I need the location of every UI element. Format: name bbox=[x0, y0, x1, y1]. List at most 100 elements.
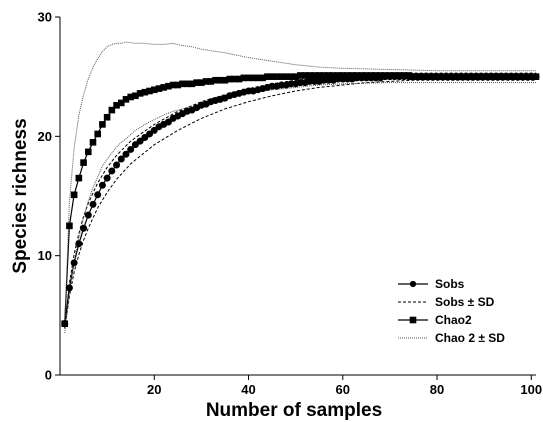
y-tick-label: 30 bbox=[38, 10, 52, 25]
y-axis-title: Species richness bbox=[10, 118, 31, 273]
chao2-point bbox=[103, 113, 111, 121]
chao2-point bbox=[136, 90, 144, 97]
chao2-point bbox=[150, 86, 158, 94]
chao2-point bbox=[245, 74, 252, 82]
legend-label: Sobs ± SD bbox=[435, 295, 495, 309]
sobs-point bbox=[80, 224, 88, 232]
legend-label: Sobs bbox=[435, 277, 465, 291]
chao2-point bbox=[273, 73, 281, 80]
chao2-point bbox=[212, 76, 219, 84]
sobs-point bbox=[113, 161, 121, 169]
chao2-point bbox=[363, 72, 370, 79]
x-tick-label: 20 bbox=[147, 382, 161, 397]
chao2-point bbox=[240, 74, 248, 82]
chao2-point bbox=[457, 73, 464, 80]
chao2-point bbox=[391, 72, 398, 79]
sobs-point bbox=[89, 200, 97, 208]
sobs-point bbox=[70, 259, 78, 267]
sobs-point bbox=[150, 126, 158, 134]
sobs-point bbox=[141, 134, 149, 142]
chao2-point bbox=[334, 72, 342, 79]
chao2-point bbox=[344, 72, 351, 79]
chao2-point bbox=[207, 78, 215, 85]
sobs-point bbox=[117, 155, 125, 163]
chao2-point bbox=[410, 73, 417, 80]
chao2-point bbox=[264, 73, 271, 80]
chao2-point bbox=[485, 73, 493, 80]
chao2-point bbox=[193, 79, 200, 86]
chao2-point bbox=[494, 73, 502, 80]
chao2-point bbox=[202, 78, 210, 85]
chao2-point bbox=[513, 73, 521, 80]
chao2-point bbox=[235, 75, 243, 83]
series-line-1 bbox=[64, 72, 536, 328]
chao2-point bbox=[490, 73, 497, 80]
chao2-point bbox=[122, 96, 130, 103]
sobs-point bbox=[98, 181, 106, 189]
sobs-point bbox=[94, 191, 102, 199]
series-line-2 bbox=[64, 74, 536, 324]
x-axis-title: Number of samples bbox=[206, 400, 382, 421]
chao2-point bbox=[75, 174, 83, 182]
chao2-point bbox=[330, 72, 337, 79]
x-tick-label: 100 bbox=[520, 382, 542, 397]
chao2-point bbox=[320, 72, 328, 79]
chao2-point bbox=[315, 72, 323, 79]
chao2-point bbox=[61, 320, 69, 327]
chao2-point bbox=[174, 81, 182, 89]
chao2-point bbox=[146, 87, 153, 95]
series-line-3 bbox=[64, 41, 536, 327]
chao2-point bbox=[400, 72, 408, 79]
sobs-point bbox=[146, 130, 154, 138]
chao2-point bbox=[155, 85, 163, 92]
chao2-point bbox=[301, 72, 309, 79]
chao2-point bbox=[339, 72, 347, 79]
chao2-point bbox=[259, 74, 266, 82]
chao2-point bbox=[108, 106, 116, 114]
y-tick-label: 0 bbox=[45, 368, 52, 383]
chao2-point bbox=[372, 72, 380, 79]
legend-marker bbox=[409, 316, 417, 324]
chao2-point bbox=[527, 73, 535, 80]
chao2-point bbox=[381, 72, 389, 79]
y-tick-label: 10 bbox=[38, 248, 52, 263]
chao2-point bbox=[509, 73, 516, 80]
legend: Sobs Sobs ± SD Chao2 Chao 2 ± SD bbox=[398, 277, 505, 345]
chao2-point bbox=[325, 72, 332, 79]
chao2-point bbox=[396, 72, 403, 79]
chao2-point bbox=[183, 80, 191, 88]
y-tick-label: 20 bbox=[38, 129, 52, 144]
sobs-point bbox=[122, 150, 130, 158]
x-tick-label: 60 bbox=[336, 382, 350, 397]
chao2-point bbox=[231, 75, 238, 83]
sobs-point bbox=[108, 167, 116, 175]
chao2-point bbox=[462, 73, 469, 80]
sobs-point bbox=[164, 118, 172, 126]
chao2-point bbox=[94, 130, 102, 138]
chao2-point bbox=[353, 72, 361, 79]
chao2-point bbox=[504, 73, 512, 80]
chao2-point bbox=[70, 191, 78, 199]
sobs-point bbox=[103, 174, 111, 182]
chao2-point bbox=[216, 76, 224, 84]
chao2-point bbox=[188, 80, 196, 88]
chao2-point bbox=[117, 99, 125, 107]
chao2-point bbox=[386, 72, 394, 79]
chao2-point bbox=[377, 72, 384, 79]
chao2-point bbox=[160, 84, 167, 91]
chao2-point bbox=[132, 92, 139, 100]
chao2-point bbox=[84, 148, 92, 156]
legend-label: Chao2 bbox=[435, 313, 472, 327]
chao2-point bbox=[311, 72, 318, 79]
chao2-point bbox=[414, 73, 422, 80]
chao2-point bbox=[297, 72, 304, 79]
chao2-point bbox=[282, 73, 290, 80]
chao2-point bbox=[466, 73, 474, 80]
chao2-point bbox=[405, 72, 413, 79]
chao2-point bbox=[452, 73, 460, 80]
chao2-point bbox=[438, 73, 446, 80]
chao2-point bbox=[518, 73, 526, 80]
chao2-point bbox=[254, 74, 262, 82]
chao2-point bbox=[358, 72, 365, 79]
chao2-point bbox=[443, 73, 450, 80]
